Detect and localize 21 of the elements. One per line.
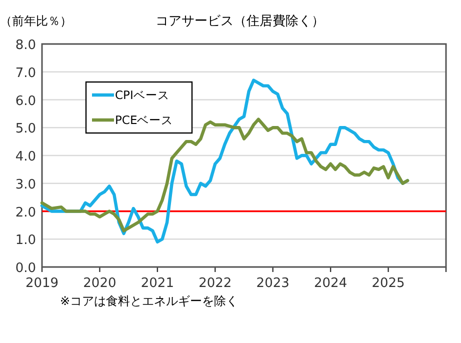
- x-tick-label: 2024: [314, 276, 348, 291]
- y-tick-label: 7.0: [15, 66, 36, 81]
- x-tick-label: 2020: [83, 276, 116, 291]
- x-tick-label: 2019: [25, 276, 59, 291]
- y-tick-label: 8.0: [15, 38, 36, 53]
- y-tick-label: 1.0: [15, 233, 36, 248]
- x-tick-label: 2021: [140, 276, 174, 291]
- legend-label: CPIベース: [115, 88, 170, 102]
- ylabel: （前年比％）: [0, 14, 72, 28]
- x-tick-label: 2025: [372, 276, 405, 291]
- y-tick-label: 3.0: [15, 177, 36, 192]
- y-tick-label: 0.0: [15, 261, 36, 276]
- x-tick-label: 2023: [256, 276, 290, 291]
- y-tick-label: 5.0: [15, 122, 36, 137]
- y-tick-label: 6.0: [15, 94, 36, 109]
- y-tick-label: 4.0: [15, 150, 36, 164]
- x-tick-label: 2022: [198, 276, 232, 291]
- y-tick-label: 2.0: [15, 205, 36, 220]
- legend-label: PCEベース: [115, 113, 174, 127]
- text: ※コアは食料とエネルギーを除く: [60, 294, 238, 308]
- title: コアサービス（住居費除く）: [156, 14, 324, 29]
